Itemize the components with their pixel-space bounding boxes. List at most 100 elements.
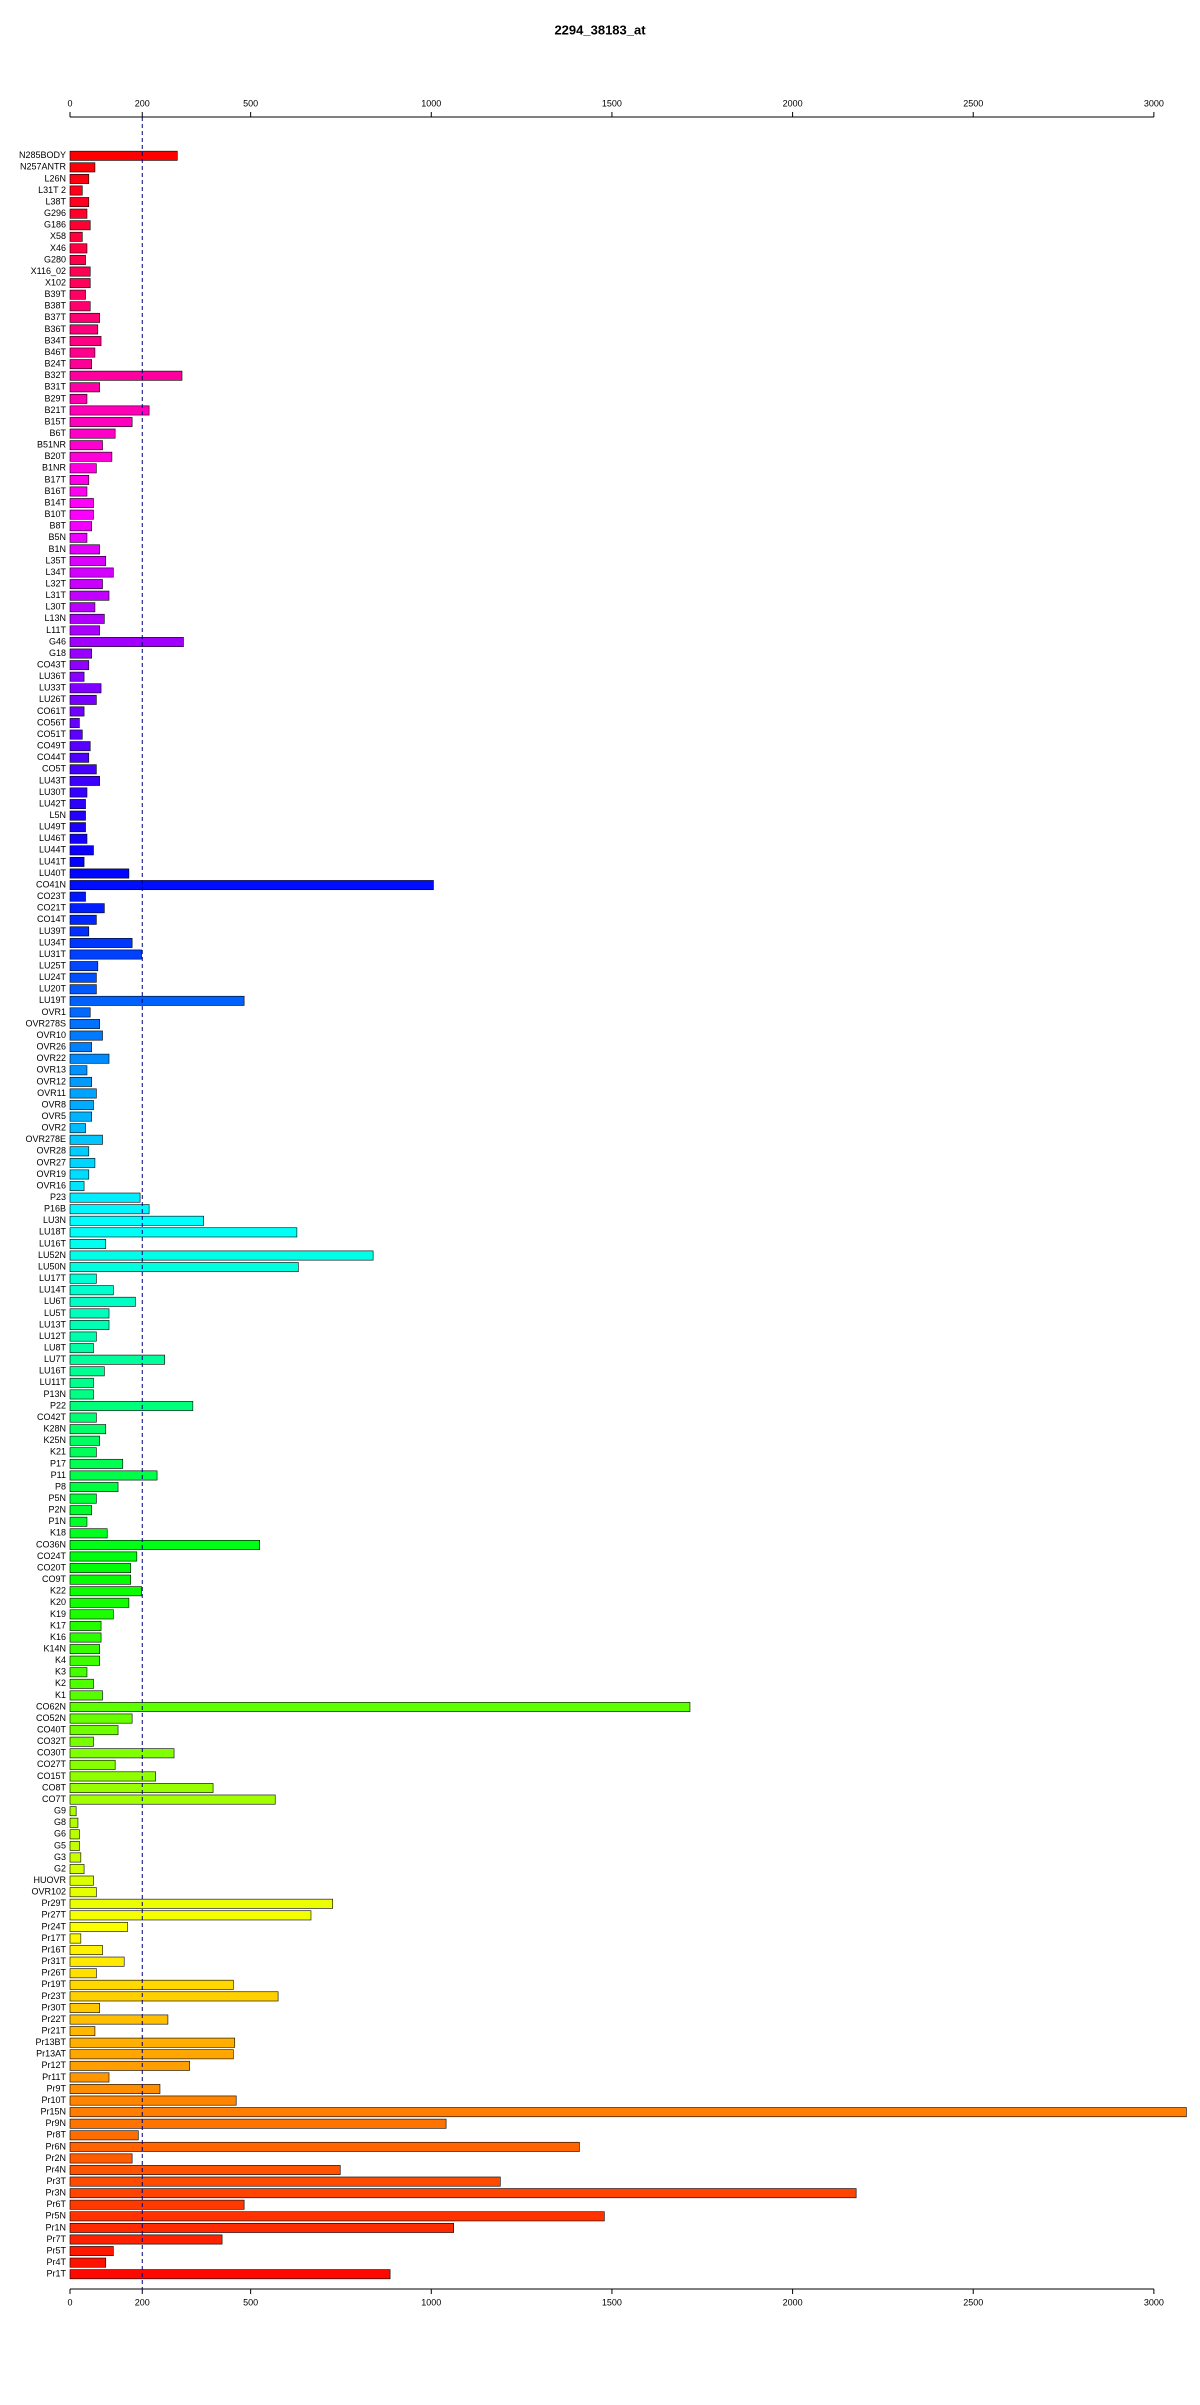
y-tick-label: L35T (45, 555, 66, 565)
y-tick-label: OVR11 (37, 1088, 66, 1098)
bar (69, 706, 85, 717)
bar (69, 2060, 190, 2071)
bar (69, 1632, 102, 1643)
y-tick-label: K22 (50, 1586, 66, 1596)
y-tick-label: Pr1T (46, 2269, 66, 2279)
x-tick-label: 2500 (963, 98, 983, 108)
y-tick-label: B32T (44, 370, 66, 380)
y-tick-label: LU26T (39, 694, 67, 704)
y-tick-label: LU52N (38, 1250, 66, 1260)
bar (69, 1146, 90, 1157)
y-tick-label: Pr7T (46, 2234, 66, 2244)
bar (69, 1678, 94, 1689)
bar (69, 1227, 298, 1238)
bar (69, 1748, 175, 1759)
y-tick-label: Pr1N (45, 2222, 66, 2232)
bar (69, 1794, 276, 1805)
bar (69, 1956, 125, 1967)
y-tick-label: LU40T (39, 868, 67, 878)
y-tick-label: Pr27T (41, 1910, 66, 1920)
y-tick-label: L31T (45, 590, 66, 600)
y-tick-label: Pr9N (45, 2118, 66, 2128)
bar (69, 544, 100, 555)
bar (69, 764, 97, 775)
y-tick-label: LU20T (39, 984, 67, 994)
bar (69, 1817, 79, 1828)
y-tick-label: Pr6N (45, 2141, 66, 2151)
bar (69, 2141, 580, 2152)
bar (69, 174, 90, 184)
bar (69, 995, 245, 1006)
bar (69, 185, 83, 196)
x-tick-label: 500 (243, 98, 258, 108)
x-tick-label: 1000 (421, 2297, 441, 2307)
y-tick-label: G8 (54, 1817, 66, 1827)
y-tick-label: LU44T (39, 845, 67, 855)
y-tick-label: CO44T (37, 752, 67, 762)
y-tick-label: LU11T (40, 1377, 67, 1387)
bar (69, 405, 150, 416)
y-tick-label: B5N (48, 532, 66, 542)
bar (69, 289, 86, 300)
y-tick-label: Pr29T (41, 1898, 66, 1908)
bar (69, 1100, 94, 1110)
x-tick-label: 0 (67, 2297, 72, 2307)
y-tick-label: G296 (44, 208, 66, 218)
y-tick-label: Pr12T (41, 2060, 66, 2070)
y-tick-label: P16B (44, 1204, 66, 1214)
bar (69, 1123, 86, 1134)
y-tick-label: G18 (49, 648, 66, 658)
bar (69, 660, 90, 671)
bar (69, 393, 88, 404)
bar (69, 2118, 447, 2129)
y-tick-label: CO9T (42, 1574, 67, 1584)
bar (69, 1887, 97, 1898)
chart-title: 2294_38183_at (554, 22, 646, 37)
x-tick-label: 1500 (602, 2297, 622, 2307)
y-tick-label: Pr3N (45, 2188, 66, 2198)
bar (69, 1111, 92, 1122)
bar (69, 359, 92, 370)
bar (69, 1204, 150, 1215)
y-tick-label: B31T (44, 382, 66, 392)
y-tick-label: B6T (49, 428, 66, 438)
bar (69, 312, 100, 323)
bar (69, 1783, 214, 1793)
bar (69, 1169, 90, 1180)
bar (69, 2037, 236, 2048)
bar (69, 1875, 94, 1886)
bar (69, 1320, 110, 1330)
y-tick-label: B16T (44, 486, 66, 496)
y-tick-label: P1N (48, 1516, 66, 1526)
bar (69, 822, 86, 833)
y-tick-label: G280 (44, 254, 66, 264)
y-tick-label: CO61T (37, 706, 67, 716)
bar (69, 1273, 97, 1284)
y-tick-label: CO49T (37, 741, 67, 751)
y-tick-label: L38T (45, 196, 66, 206)
y-tick-label: CO14T (37, 914, 67, 924)
bar (69, 1296, 136, 1307)
y-tick-label: P13N (43, 1389, 66, 1399)
y-tick-label: CO51T (37, 729, 67, 739)
bar (69, 1007, 91, 1018)
y-tick-label: B24T (44, 359, 66, 369)
y-tick-label: K16 (50, 1632, 66, 1642)
y-tick-label: Pr4T (46, 2257, 66, 2267)
y-tick-label: G6 (54, 1829, 66, 1839)
bar (69, 1412, 97, 1423)
y-tick-label: Pr5T (46, 2245, 66, 2255)
y-tick-label: CO41N (36, 879, 66, 889)
y-tick-label: LU39T (39, 926, 67, 936)
y-tick-label: P5N (48, 1493, 66, 1503)
bar (69, 521, 92, 532)
y-tick-label: LU34T (39, 937, 67, 947)
y-tick-label: B1N (48, 544, 66, 554)
bar (69, 2246, 114, 2256)
bar (69, 1458, 124, 1469)
bar (69, 1215, 204, 1226)
y-tick-label: Pr23T (41, 1991, 66, 2001)
y-tick-label: K19 (50, 1609, 66, 1619)
bar (69, 1401, 194, 1411)
y-tick-label: OVR28 (36, 1146, 66, 1156)
